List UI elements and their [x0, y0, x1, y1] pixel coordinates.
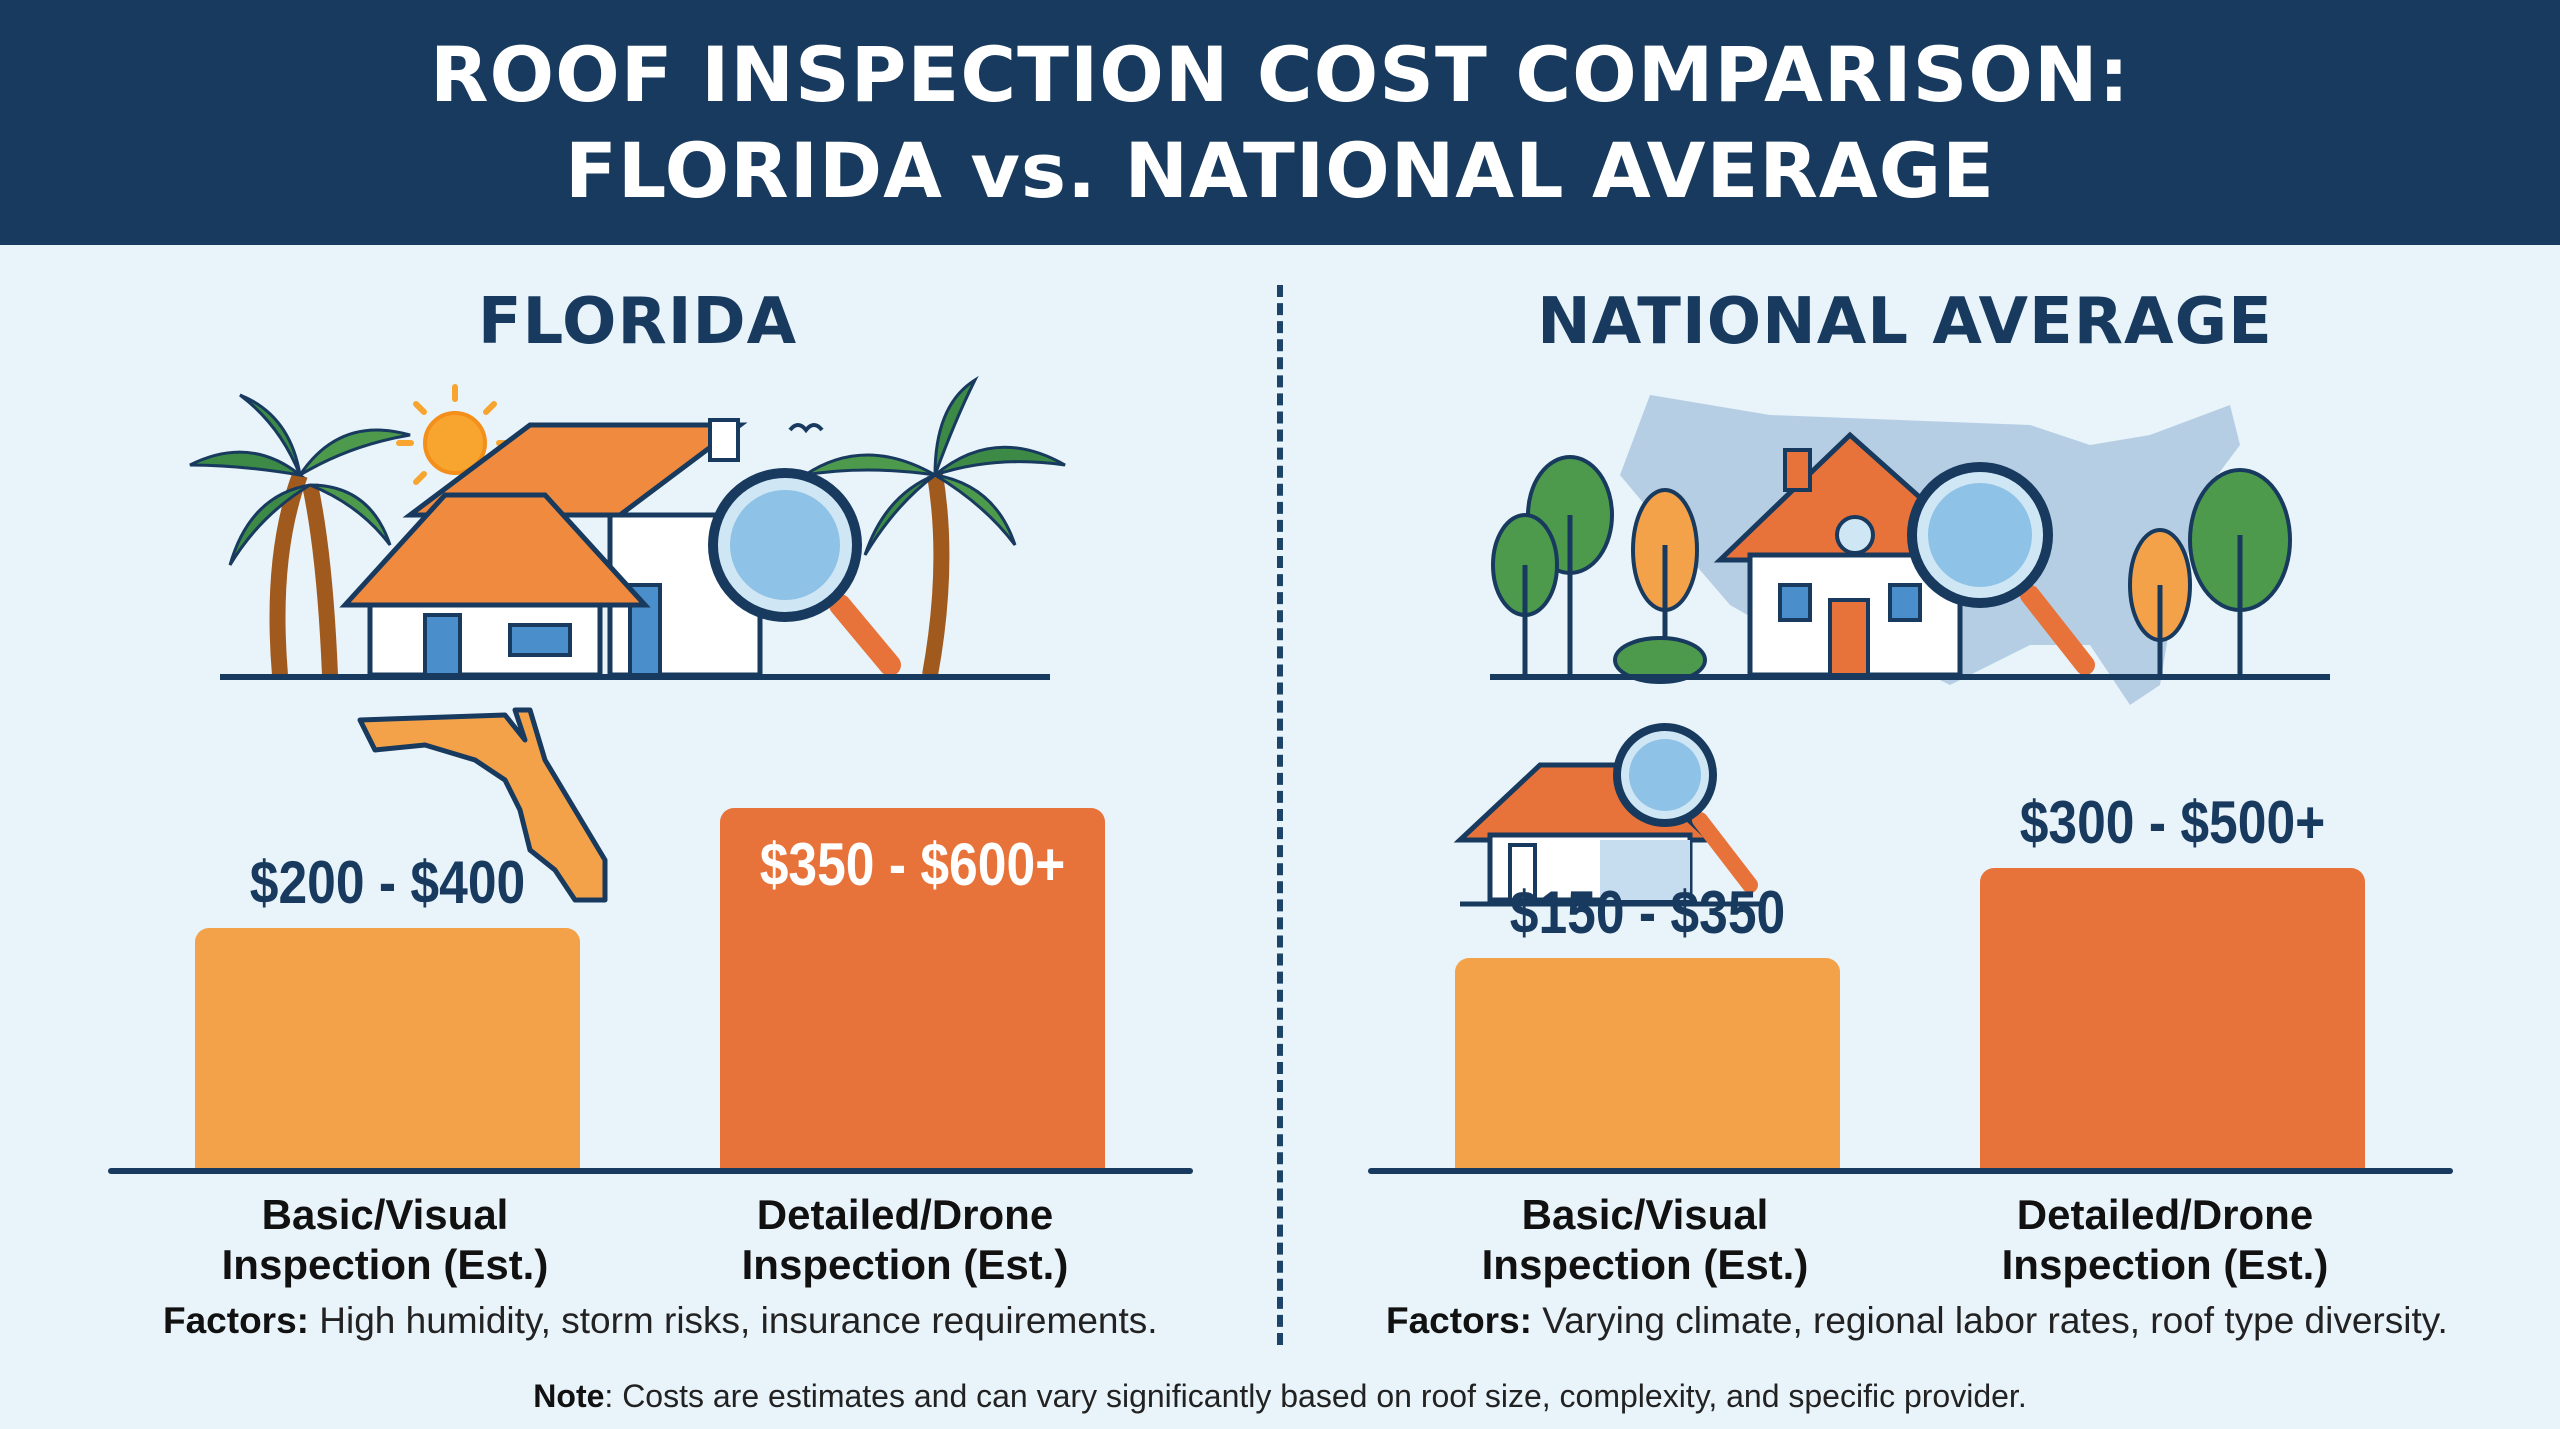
florida-panel-title: FLORIDA: [477, 285, 798, 359]
florida-map-icon: [357, 707, 608, 903]
florida-detailed-value-label: $350 - $600+: [759, 831, 1066, 898]
panel-divider: [1277, 285, 1283, 1345]
national-small-house-illustration: [1453, 723, 1760, 907]
note-label: Note: [533, 1378, 605, 1414]
national-basic-category-label: Basic/Visual Inspection (Est.): [1481, 1191, 1809, 1288]
magnifying-glass-icon: [1613, 723, 1758, 893]
title-line-1: ROOF INSPECTION COST COMPARISON:: [429, 29, 2131, 119]
florida-factors: Factors: High humidity, storm risks, ins…: [163, 1300, 1158, 1342]
magnifying-glass-icon: [1907, 462, 2095, 675]
footnote: Note: Costs are estimates and can vary s…: [0, 1378, 2560, 1415]
national-detailed-bar: [1980, 868, 2365, 1168]
national-detailed-category-label: Detailed/Drone Inspection (Est.): [2001, 1191, 2329, 1288]
florida-basic-bar: [195, 928, 580, 1168]
florida-detailed-category-label: Detailed/Drone Inspection (Est.): [741, 1191, 1069, 1288]
national-basic-bar: [1455, 958, 1840, 1168]
header-banner: ROOF INSPECTION COST COMPARISON: FLORIDA…: [0, 0, 2560, 245]
tree-icon: [1491, 455, 1707, 684]
national-detailed-value-label: $300 - $500+: [2019, 789, 2326, 856]
tree-icon: [2128, 468, 2292, 675]
house-icon: [339, 418, 763, 678]
florida-factors-label: Factors:: [163, 1300, 309, 1341]
palm-tree-icon: [804, 375, 1066, 677]
national-baseline: [1368, 1168, 2453, 1174]
national-factors-label: Factors:: [1386, 1300, 1532, 1341]
bird-icon: [788, 423, 824, 434]
national-factors-text: Varying climate, regional labor rates, r…: [1531, 1300, 2448, 1341]
title-line-2: FLORIDA vs. NATIONAL AVERAGE: [564, 125, 1996, 215]
national-panel-title: NATIONAL AVERAGE: [1537, 285, 2273, 359]
florida-factors-text: High humidity, storm risks, insurance re…: [308, 1300, 1158, 1341]
florida-scene-illustration: [189, 375, 1066, 680]
national-basic-value-label: $150 - $350: [1509, 879, 1786, 946]
florida-basic-value-label: $200 - $400: [249, 849, 526, 916]
national-factors: Factors: Varying climate, regional labor…: [1386, 1300, 2448, 1342]
palm-tree-icon: [189, 393, 411, 676]
national-scene-illustration: [1490, 395, 2330, 705]
note-text: : Costs are estimates and can vary signi…: [604, 1378, 2027, 1414]
florida-detailed-bar: [720, 808, 1105, 1168]
magnifying-glass-icon: [708, 468, 901, 676]
florida-basic-category-label: Basic/Visual Inspection (Est.): [221, 1191, 549, 1288]
florida-baseline: [108, 1168, 1193, 1174]
